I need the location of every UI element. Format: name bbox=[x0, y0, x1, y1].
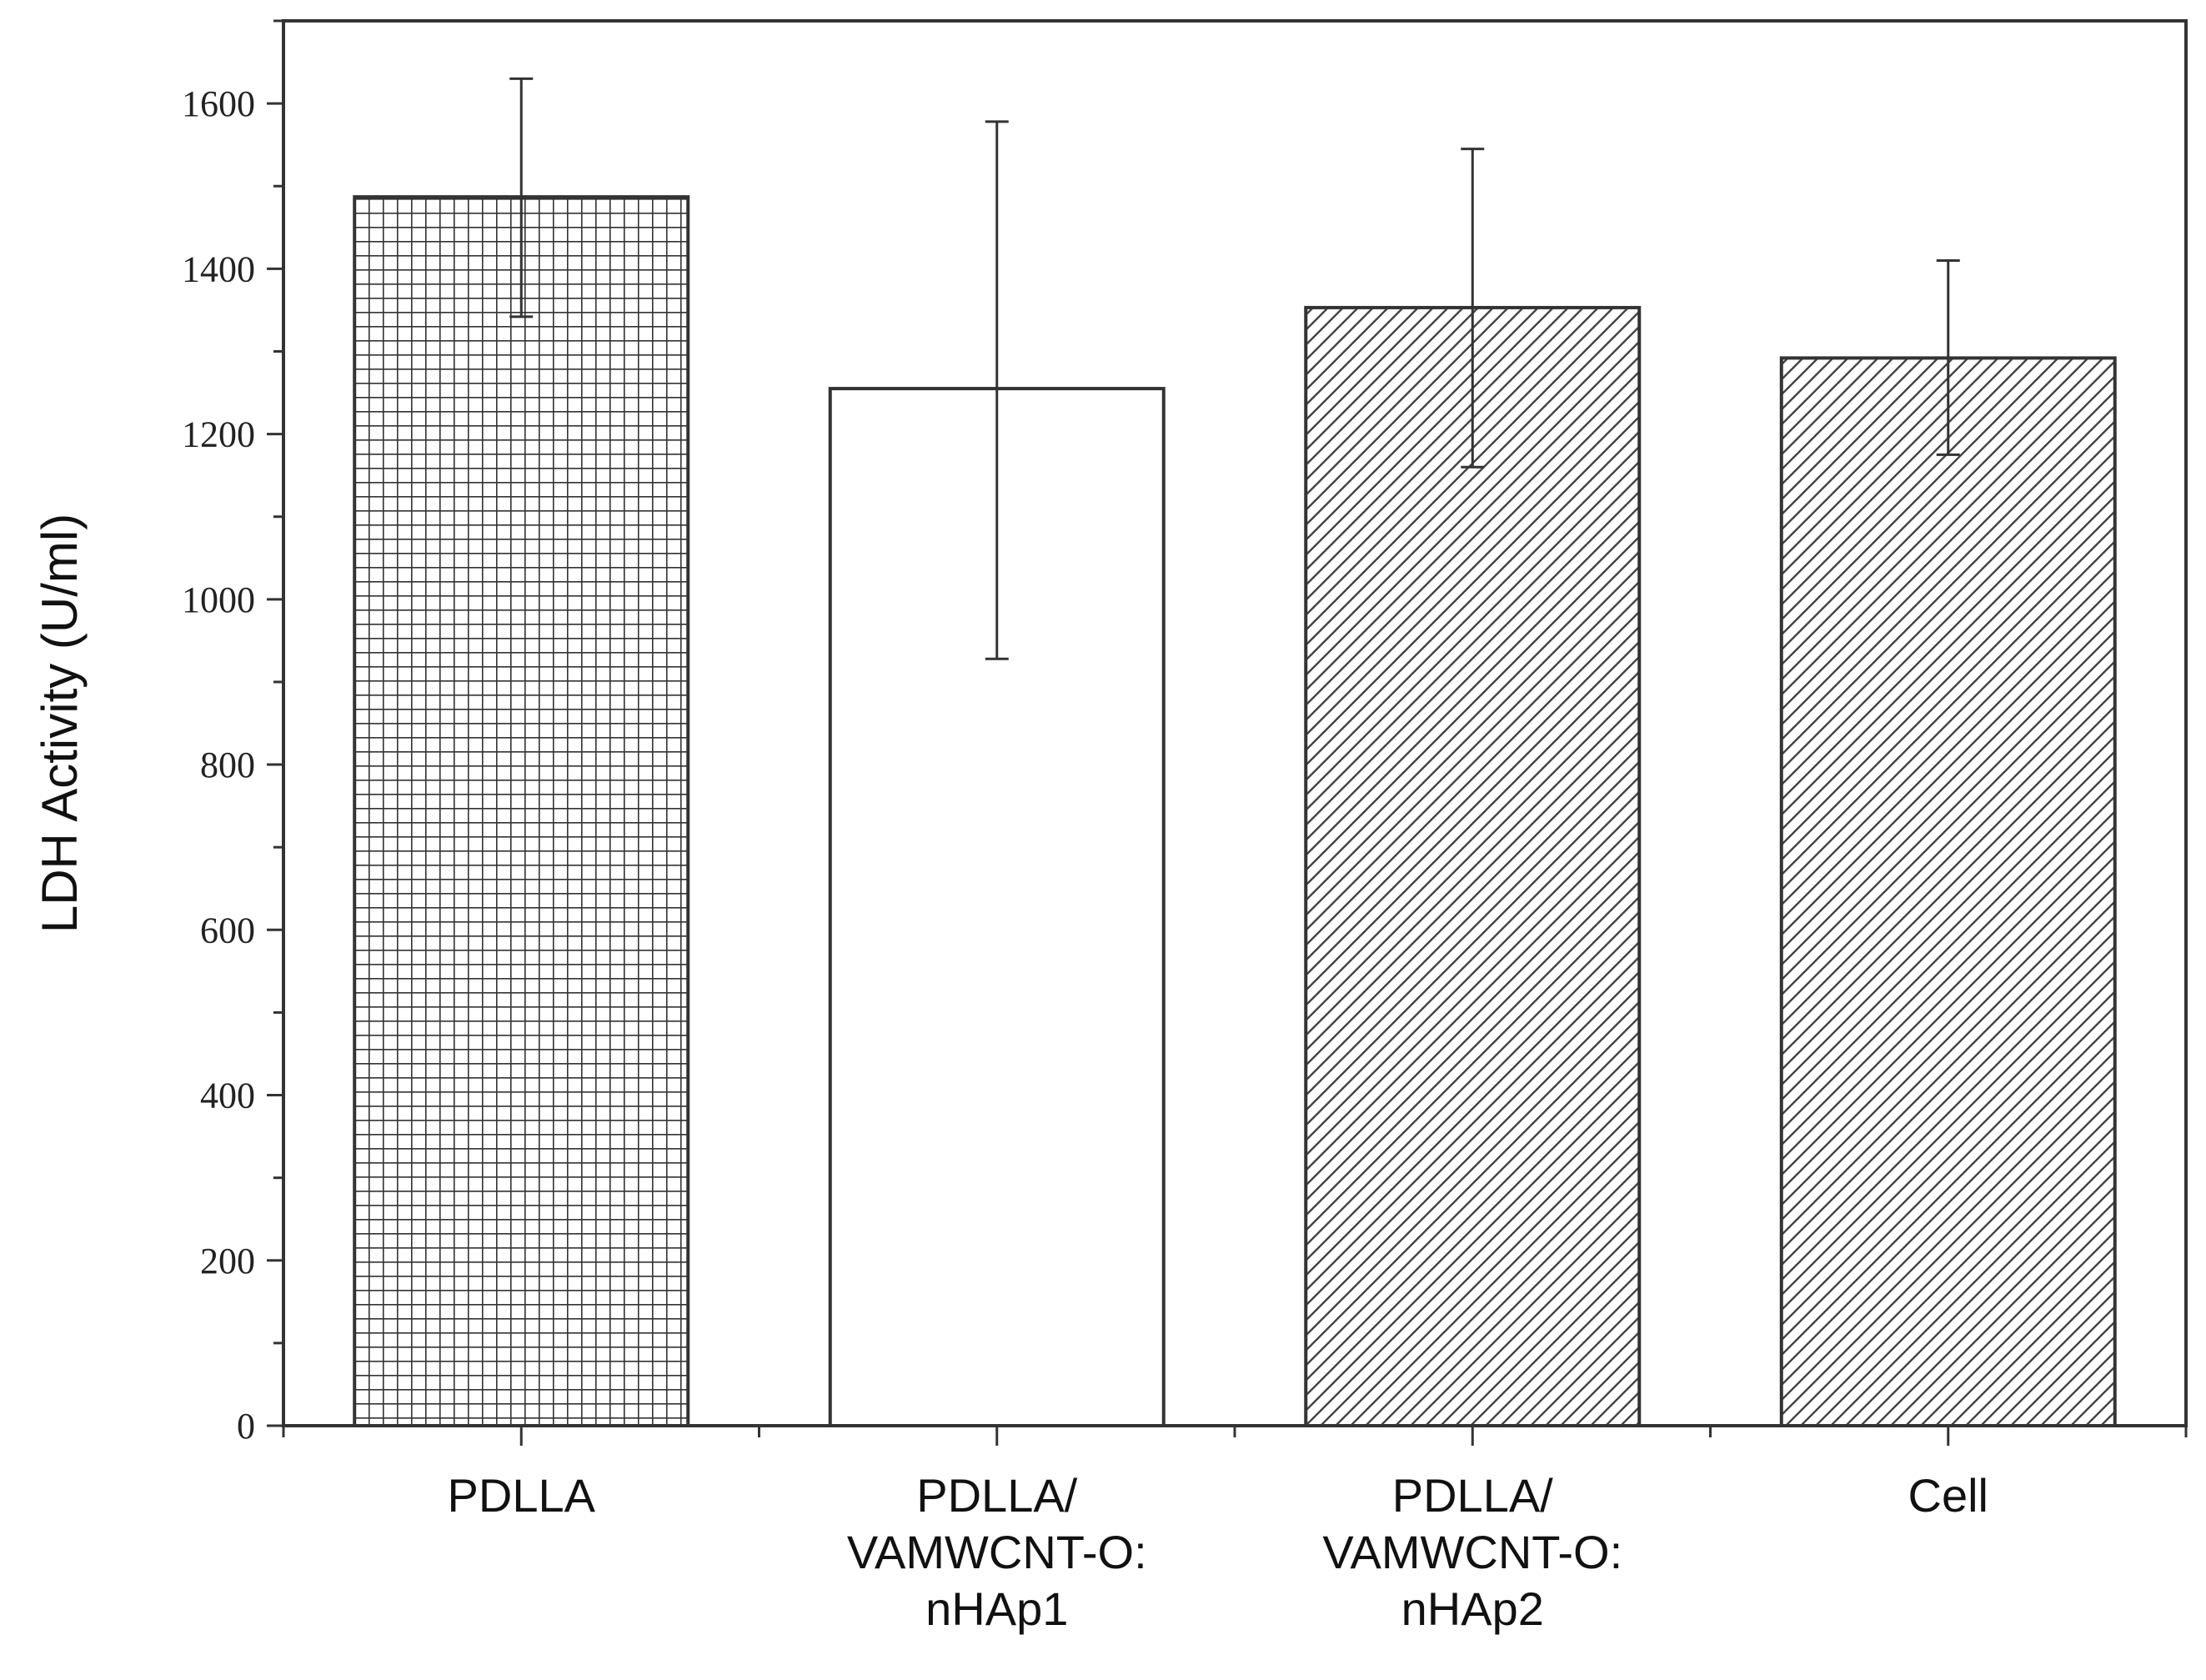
y-axis-title: LDH Activity (U/ml) bbox=[32, 514, 88, 933]
x-tick-label-line: Cell bbox=[1908, 1469, 1988, 1522]
y-tick-label-600: 600 bbox=[200, 910, 255, 950]
x-tick-label-line: PDLLA bbox=[448, 1469, 596, 1522]
y-tick-label-200: 200 bbox=[200, 1241, 255, 1281]
x-tick-label-line: PDLLA/ bbox=[916, 1469, 1077, 1522]
y-tick-label-0: 0 bbox=[237, 1406, 255, 1447]
y-tick-label-1000: 1000 bbox=[182, 579, 255, 620]
x-tick-label-3: PDLLA/VAMWCNT-O: nHAp2 bbox=[1322, 1469, 1622, 1635]
y-tick-label-800: 800 bbox=[200, 745, 255, 785]
x-tick-label-line: PDLLA/ bbox=[1392, 1469, 1553, 1522]
bar-3 bbox=[1304, 305, 1642, 1427]
error-bar-4 bbox=[1936, 258, 1960, 456]
x-tick-label-line: VAMWCNT-O: bbox=[847, 1526, 1147, 1578]
error-bar-1 bbox=[509, 77, 534, 318]
bar-4 bbox=[1779, 356, 2117, 1427]
x-tick-label-line: nHAp2 bbox=[1401, 1582, 1544, 1635]
x-tick-label-4: Cell bbox=[1908, 1469, 1988, 1522]
y-tick-label-1400: 1400 bbox=[182, 248, 255, 289]
x-tick-label-1: PDLLA bbox=[448, 1469, 596, 1522]
bar-1 bbox=[353, 195, 690, 1427]
x-tick-label-line: VAMWCNT-O: bbox=[1322, 1526, 1622, 1578]
error-bar-2 bbox=[985, 120, 1009, 660]
x-tick-label-2: PDLLA/VAMWCNT-O: nHAp1 bbox=[847, 1469, 1147, 1635]
error-bar-3 bbox=[1461, 148, 1485, 469]
x-tick-label-line: nHAp1 bbox=[925, 1582, 1068, 1635]
y-tick-label-1600: 1600 bbox=[182, 83, 255, 124]
y-tick-label-400: 400 bbox=[200, 1076, 255, 1116]
y-tick-label-1200: 1200 bbox=[182, 414, 255, 455]
